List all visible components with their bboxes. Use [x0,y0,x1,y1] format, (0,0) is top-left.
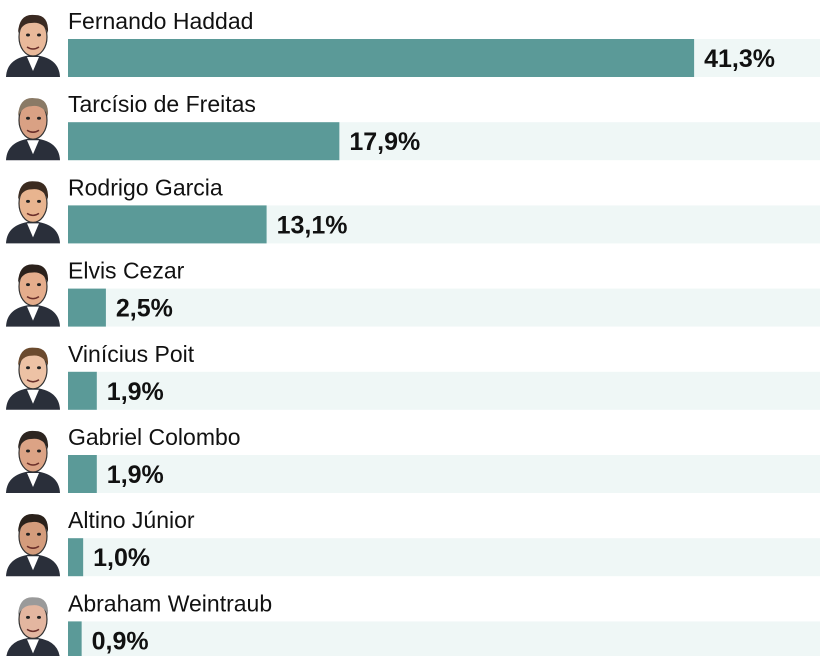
portrait [6,98,60,160]
portrait [6,597,60,656]
candidate-name: Tarcísio de Freitas [68,91,256,117]
value-label: 1,0% [93,544,150,572]
portrait-eye [26,366,30,369]
value-label: 17,9% [349,128,420,156]
bar [68,538,83,576]
portrait-eye [37,283,41,286]
portrait-eye [37,450,41,453]
bar-track [68,455,820,493]
candidate-name: Vinícius Poit [68,341,195,367]
chart: Fernando Haddad 41,3% Tarcísio de Freitas 1… [0,0,820,656]
value-label: 2,5% [116,295,173,323]
bar-track [68,289,820,327]
value-label: 41,3% [704,45,775,73]
candidate-name: Elvis Cezar [68,258,185,284]
portrait [6,264,60,326]
portrait-eye [26,283,30,286]
value-label: 0,9% [92,627,149,655]
portrait [6,348,60,410]
portrait-eye [37,200,41,203]
bar [68,39,694,77]
candidate-name: Rodrigo Garcia [68,174,223,200]
portrait [6,15,60,77]
portrait [6,514,60,576]
value-label: 1,9% [107,378,164,406]
portrait-eye [37,533,41,536]
bar [68,621,82,656]
portrait-eye [26,117,30,120]
value-label: 13,1% [277,211,348,239]
candidate-name: Gabriel Colombo [68,424,241,450]
candidate-name: Altino Júnior [68,507,195,533]
portrait-eye [37,616,41,619]
portrait-eye [26,616,30,619]
candidate-name: Fernando Haddad [68,8,253,34]
bar-track [68,621,820,656]
portrait-eye [37,117,41,120]
candidate-name: Abraham Weintraub [68,590,272,616]
bar [68,122,339,160]
portrait-eye [26,450,30,453]
portrait-eye [26,34,30,37]
bar-track [68,538,820,576]
page: Fernando Haddad 41,3% Tarcísio de Freitas 1… [0,0,820,656]
portrait-eye [37,34,41,37]
bar [68,289,106,327]
portrait [6,181,60,243]
portrait-eye [26,533,30,536]
portrait [6,431,60,493]
value-label: 1,9% [107,461,164,489]
bar [68,372,97,410]
portrait-eye [26,200,30,203]
bar [68,205,267,243]
bar-track [68,372,820,410]
bar [68,455,97,493]
portrait-eye [37,366,41,369]
